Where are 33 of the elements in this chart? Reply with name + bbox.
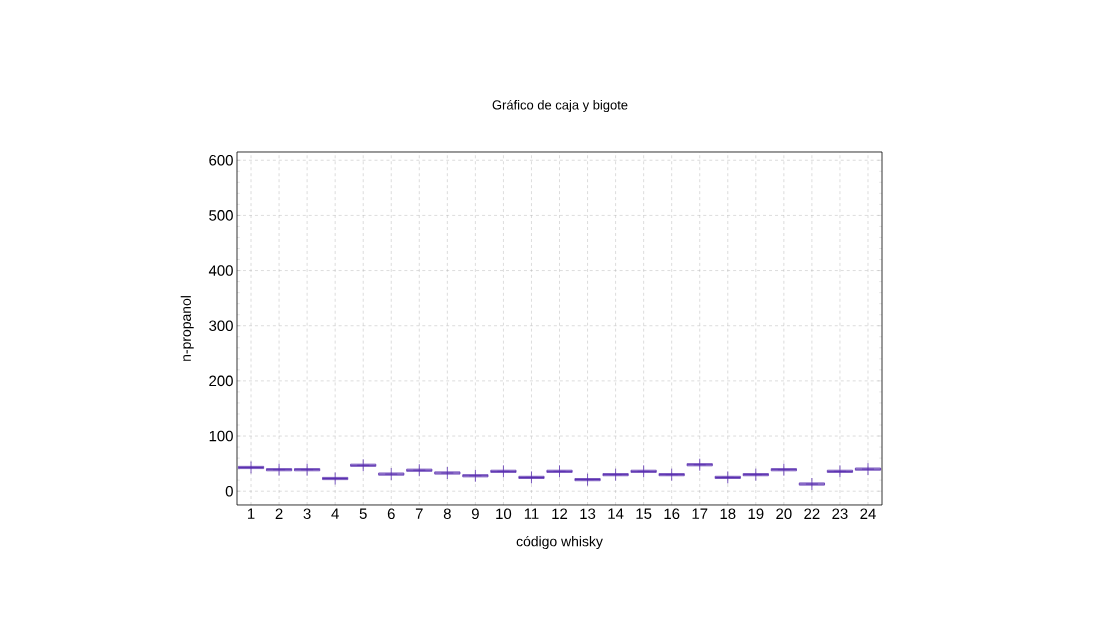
x-tick-label: 5	[359, 508, 367, 519]
x-tick-label: 16	[664, 508, 680, 520]
x-tick-label: 8	[443, 508, 451, 520]
y-tick-label: 600	[209, 154, 233, 166]
x-tick-label: 12	[552, 508, 568, 519]
x-tick-label: 2	[275, 508, 283, 519]
x-tick-label: 13	[580, 508, 596, 520]
x-tick-label: 23	[832, 508, 848, 520]
x-tick-label: 14	[608, 508, 624, 519]
x-tick-label: 6	[387, 508, 395, 520]
chart-title: Gráfico de caja y bigote	[492, 99, 628, 113]
x-tick-label: 15	[636, 508, 652, 519]
x-tick-label: 9	[471, 508, 479, 520]
y-tick-label: 100	[209, 430, 233, 442]
x-axis-title: código whisky	[516, 535, 603, 550]
x-tick-label: 4	[331, 508, 339, 519]
x-tick-label: 19	[748, 508, 764, 520]
x-tick-label: 3	[303, 508, 311, 520]
x-tick-label: 17	[692, 508, 708, 519]
x-tick-label: 24	[860, 508, 876, 519]
x-tick-label: 7	[415, 508, 423, 519]
x-tick-label: 20	[776, 508, 792, 520]
y-tick-label: 500	[209, 210, 233, 221]
y-axis-title: n-propanol	[180, 296, 194, 361]
x-tick-label: 18	[720, 508, 736, 520]
x-tick-label: 22	[804, 508, 820, 519]
y-tick-label: 200	[209, 375, 233, 387]
y-tick-label: 0	[225, 485, 233, 497]
x-tick-label: 1	[248, 508, 255, 519]
x-tick-label: 11	[524, 508, 539, 519]
y-tick-label: 300	[209, 320, 233, 332]
y-tick-label: 400	[208, 265, 233, 276]
x-tick-label: 10	[496, 508, 512, 520]
